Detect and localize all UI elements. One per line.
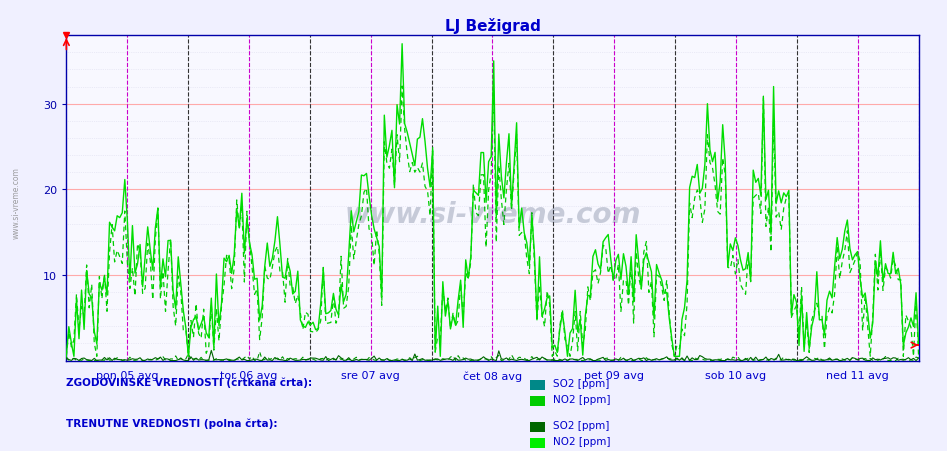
Text: TRENUTNE VREDNOSTI (polna črta):: TRENUTNE VREDNOSTI (polna črta): xyxy=(66,418,277,428)
Text: NO2 [ppm]: NO2 [ppm] xyxy=(553,436,611,446)
Text: www.si-vreme.com: www.si-vreme.com xyxy=(344,201,641,229)
Text: www.si-vreme.com: www.si-vreme.com xyxy=(11,167,21,239)
Text: SO2 [ppm]: SO2 [ppm] xyxy=(553,420,610,430)
Text: SO2 [ppm]: SO2 [ppm] xyxy=(553,378,610,388)
Text: ZGODOVINSKE VREDNOSTI (črtkana črta):: ZGODOVINSKE VREDNOSTI (črtkana črta): xyxy=(66,377,313,387)
Text: NO2 [ppm]: NO2 [ppm] xyxy=(553,394,611,404)
Title: LJ Bežigrad: LJ Bežigrad xyxy=(444,18,541,33)
